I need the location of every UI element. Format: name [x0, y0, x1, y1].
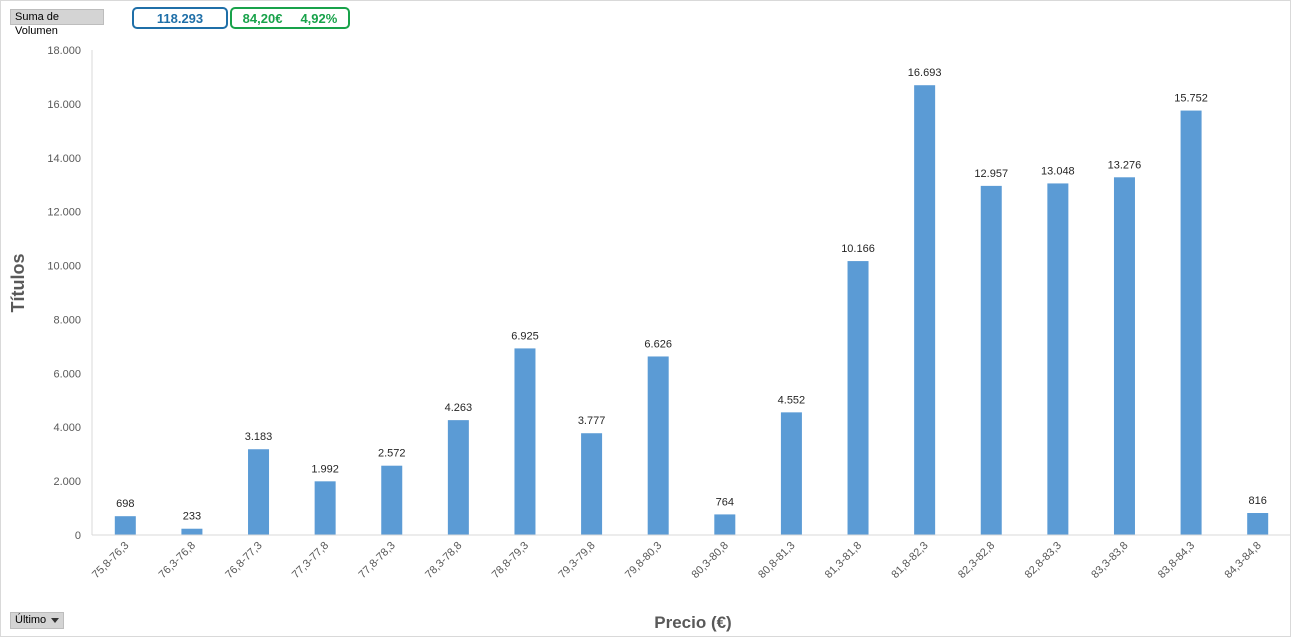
sum-field-label: Suma de Volumen	[15, 11, 60, 37]
sum-field-button[interactable]: Suma de Volumen	[10, 9, 104, 37]
filter-field-label: Último	[15, 614, 47, 626]
total-volume-value: 118.293	[156, 10, 204, 26]
dropdown-arrow-icon	[51, 618, 59, 623]
total-volume-box: 118.293	[132, 7, 228, 29]
change-percent-value: 4,92%	[300, 10, 338, 26]
last-price-value: 84,20€	[242, 10, 283, 26]
filter-field-button[interactable]: Último	[10, 612, 64, 629]
price-change-box: 84,20€ 4,92%	[230, 7, 350, 29]
